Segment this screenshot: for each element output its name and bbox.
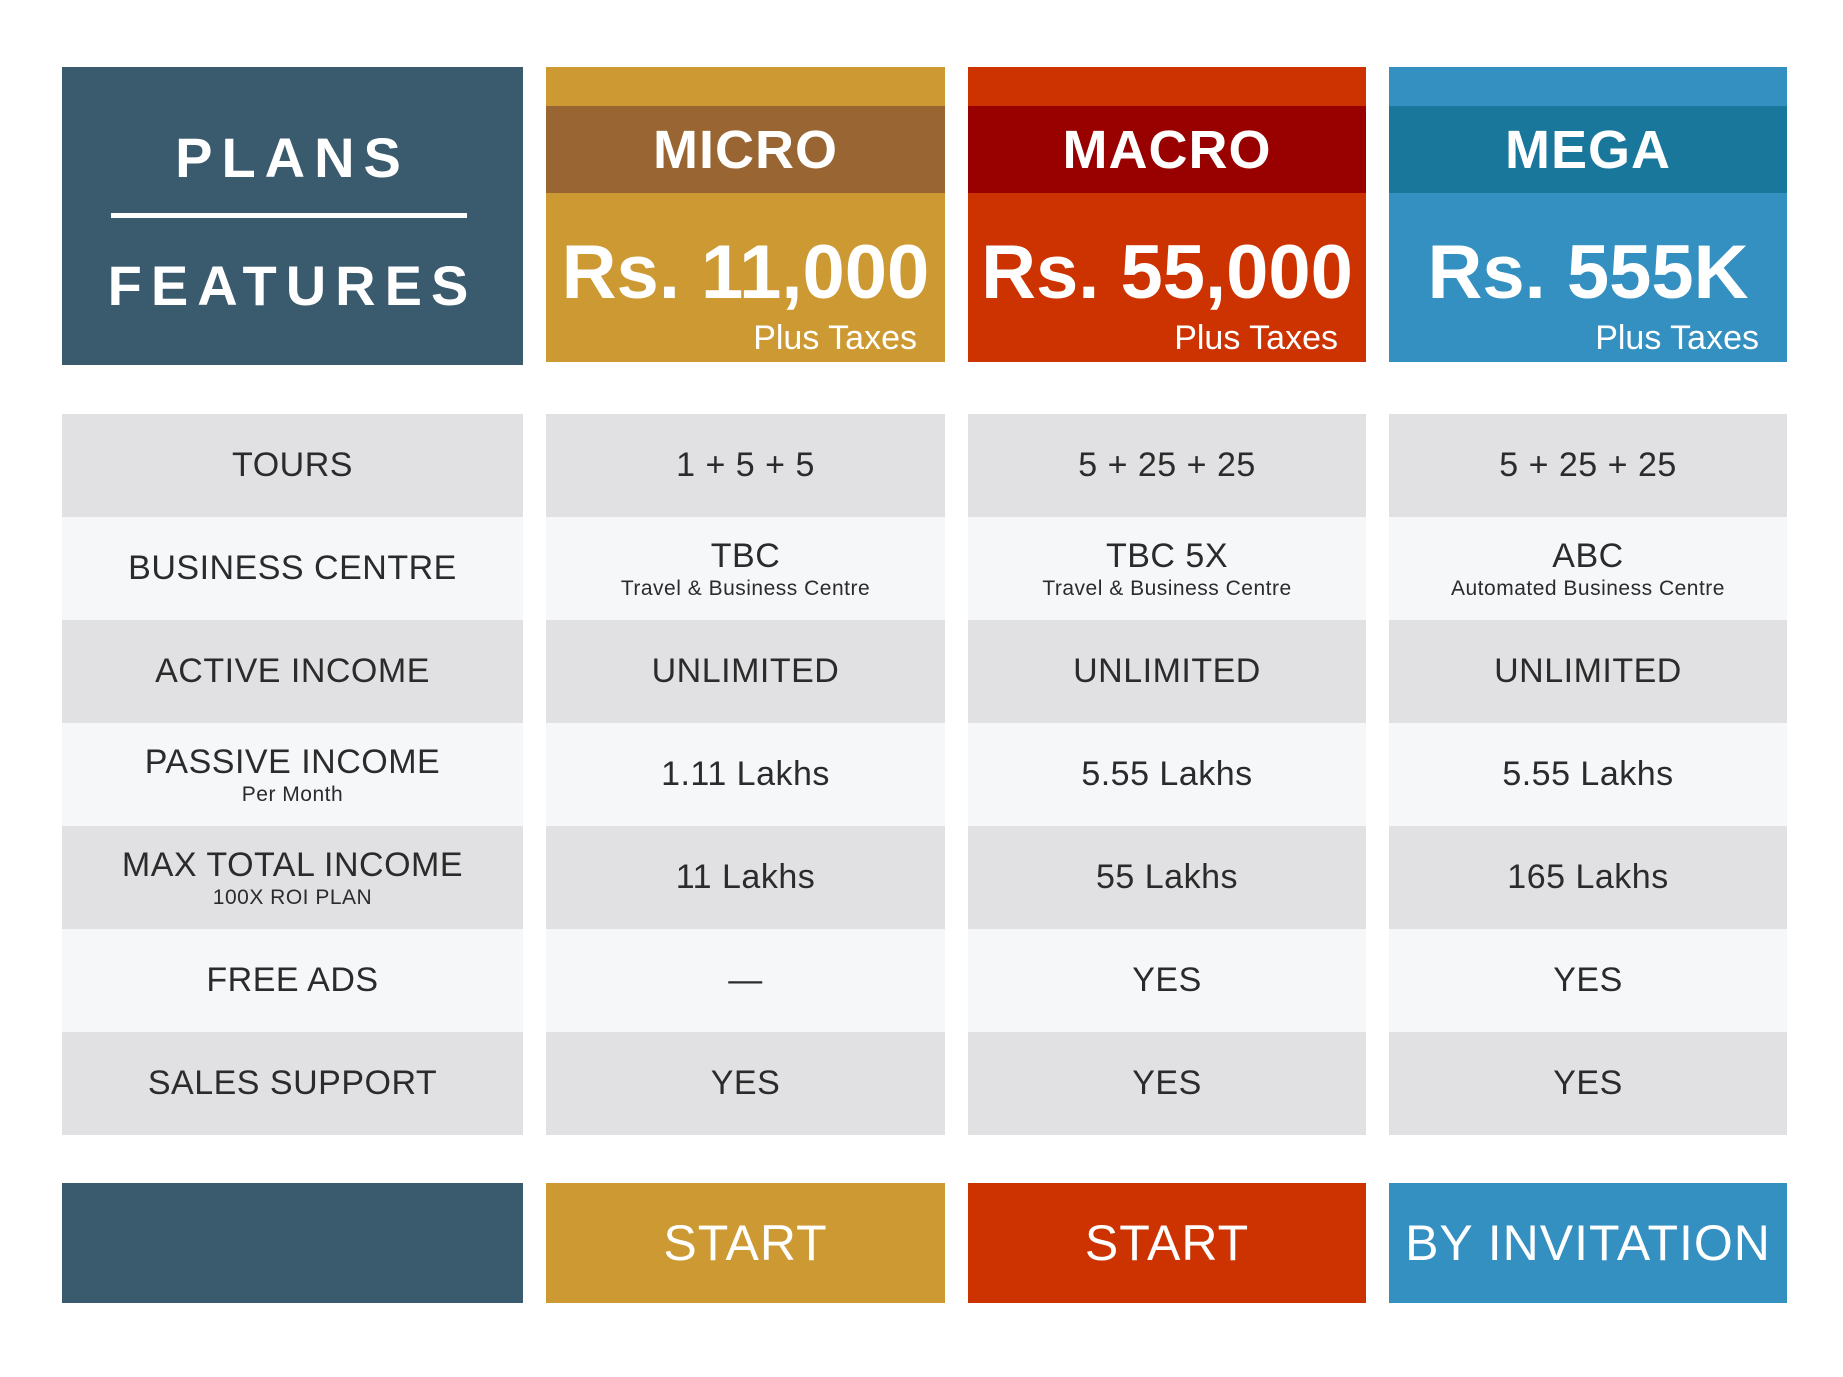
macro-value: UNLIMITED [968,620,1366,723]
footer-spacer [62,1183,523,1303]
value-main: 5.55 Lakhs [1502,754,1674,793]
features-title: FEATURES [107,254,478,317]
plans-title: PLANS [175,126,410,189]
value-main: YES [710,1063,781,1102]
value-main: ABC [1552,537,1624,576]
macro-value: 5 + 25 + 25 [968,414,1366,517]
macro-value: 55 Lakhs [968,826,1366,929]
feature-label: ACTIVE INCOME [62,620,523,723]
feature-row-sales-support: SALES SUPPORT YES YES YES [0,1032,1843,1135]
value-main: UNLIMITED [1494,651,1682,690]
value-main: TBC [710,537,781,576]
plan-header-mega: MEGA Rs. 555K Plus Taxes [1389,67,1787,362]
plan-taxes-macro: Plus Taxes [1174,319,1338,357]
micro-value: — [546,929,945,1032]
plan-taxes-mega: Plus Taxes [1595,319,1759,357]
feature-row-passive-income: PASSIVE INCOME Per Month 1.11 Lakhs 5.55… [0,723,1843,826]
value-main: UNLIMITED [651,651,840,690]
value-main: YES [1553,1063,1623,1102]
value-main: YES [1132,1063,1202,1102]
value-main: 55 Lakhs [1096,857,1238,896]
by-invitation-button-mega[interactable]: BY INVITATION [1389,1183,1787,1303]
plan-name-macro: MACRO [968,106,1366,193]
start-button-micro[interactable]: START [546,1183,945,1303]
value-main: TBC 5X [1105,537,1229,576]
value-main: 1.11 Lakhs [661,754,830,793]
mega-value: YES [1389,1032,1787,1135]
feature-row-free-ads: FREE ADS — YES YES [0,929,1843,1032]
plan-header-macro: MACRO Rs. 55,000 Plus Taxes [968,67,1366,362]
feature-sub: 100X ROI PLAN [212,885,373,909]
value-sub: Travel & Business Centre [620,576,871,600]
feature-label: TOURS [62,414,523,517]
value-main: 5 + 25 + 25 [1499,445,1677,484]
feature-name: FREE ADS [206,960,379,999]
feature-label: BUSINESS CENTRE [62,517,523,620]
feature-name: BUSINESS CENTRE [128,548,457,587]
value-main: UNLIMITED [1073,651,1261,690]
feature-label: MAX TOTAL INCOME 100X ROI PLAN [62,826,523,929]
feature-label: PASSIVE INCOME Per Month [62,723,523,826]
feature-name: MAX TOTAL INCOME [121,846,464,885]
micro-value: TBC Travel & Business Centre [546,517,945,620]
feature-row-tours: TOURS 1 + 5 + 5 5 + 25 + 25 5 + 25 + 25 [0,414,1843,517]
plans-features-header: PLANS FEATURES [62,67,523,365]
feature-label: FREE ADS [62,929,523,1032]
mega-value: 5 + 25 + 25 [1389,414,1787,517]
feature-row-business-centre: BUSINESS CENTRE TBC Travel & Business Ce… [0,517,1843,620]
value-sub: Travel & Business Centre [1042,576,1292,600]
mega-value: YES [1389,929,1787,1032]
macro-value: YES [968,1032,1366,1135]
value-sub: Automated Business Centre [1451,576,1725,600]
macro-value: TBC 5X Travel & Business Centre [968,517,1366,620]
start-button-macro[interactable]: START [968,1183,1366,1303]
feature-sub: Per Month [241,782,344,806]
feature-label: SALES SUPPORT [62,1032,523,1135]
mega-value: 165 Lakhs [1389,826,1787,929]
macro-value: YES [968,929,1366,1032]
micro-value: UNLIMITED [546,620,945,723]
plan-name-micro: MICRO [546,106,945,193]
mega-value: UNLIMITED [1389,620,1787,723]
plan-price-micro: Rs. 11,000 [561,230,930,315]
micro-value: 11 Lakhs [546,826,945,929]
value-main: 165 Lakhs [1507,857,1669,896]
plan-name-mega: MEGA [1389,106,1787,193]
plan-price-macro: Rs. 55,000 [981,230,1353,315]
micro-value: 1.11 Lakhs [546,723,945,826]
feature-row-active-income: ACTIVE INCOME UNLIMITED UNLIMITED UNLIMI… [0,620,1843,723]
value-main: 5.55 Lakhs [1081,754,1253,793]
plan-taxes-micro: Plus Taxes [753,319,917,357]
value-main: 1 + 5 + 5 [676,445,815,484]
header-divider [111,213,467,218]
value-main: YES [1553,960,1623,999]
macro-value: 5.55 Lakhs [968,723,1366,826]
feature-name: PASSIVE INCOME [144,743,441,782]
plan-header-micro: MICRO Rs. 11,000 Plus Taxes [546,67,945,362]
value-main: — [728,960,763,999]
feature-name: ACTIVE INCOME [155,651,430,690]
feature-name: TOURS [232,445,353,484]
feature-name: SALES SUPPORT [147,1063,438,1102]
mega-value: 5.55 Lakhs [1389,723,1787,826]
value-main: 5 + 25 + 25 [1078,445,1256,484]
feature-row-max-total-income: MAX TOTAL INCOME 100X ROI PLAN 11 Lakhs … [0,826,1843,929]
value-main: 11 Lakhs [675,857,816,896]
micro-value: YES [546,1032,945,1135]
plan-price-mega: Rs. 555K [1427,230,1749,315]
value-main: YES [1132,960,1202,999]
mega-value: ABC Automated Business Centre [1389,517,1787,620]
micro-value: 1 + 5 + 5 [546,414,945,517]
